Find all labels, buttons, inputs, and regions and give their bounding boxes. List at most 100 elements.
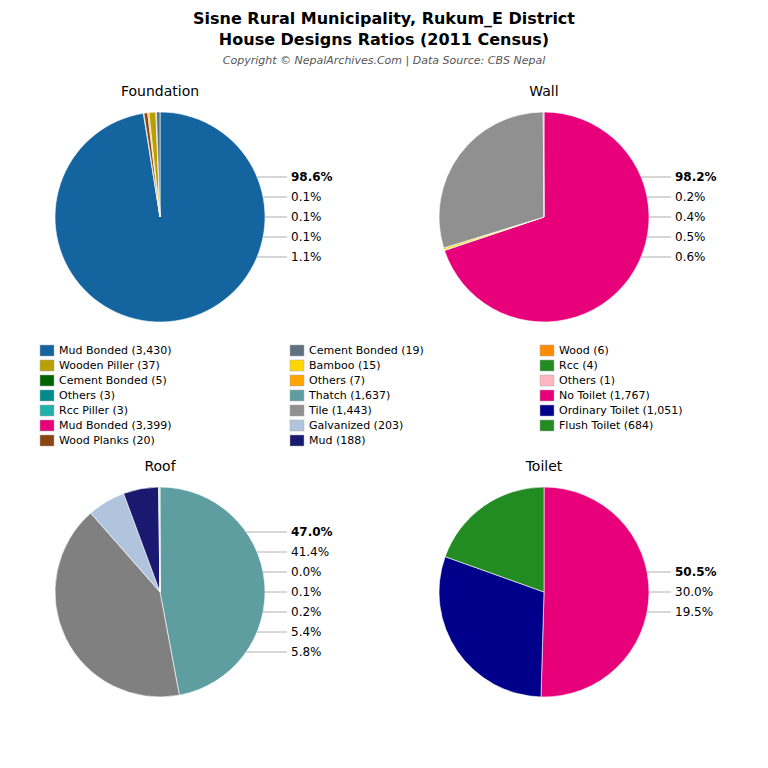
annotation: 0.1% (291, 585, 322, 599)
legend-swatch (40, 360, 54, 371)
legend-swatch (40, 405, 54, 416)
legend-swatch (40, 435, 54, 446)
legend-item: Cement Bonded (19) (290, 344, 424, 357)
legend-swatch (290, 375, 304, 386)
legend-item: Tile (1,443) (290, 404, 372, 417)
pie-slice (148, 113, 160, 217)
legend-swatch (540, 345, 554, 356)
annotation: 19.5% (675, 605, 713, 619)
legend-label: Wooden Piller (37) (59, 359, 160, 372)
legend-swatch (540, 375, 554, 386)
legend-label: Thatch (1,637) (308, 389, 390, 402)
legend-swatch (290, 390, 304, 401)
legend-swatch (40, 375, 54, 386)
leader-line (257, 552, 287, 553)
slices (439, 487, 649, 697)
legend-swatch (290, 435, 304, 446)
annotation: 0.6% (675, 250, 706, 264)
legend-label: Others (3) (59, 389, 115, 402)
legend-label: Cement Bonded (5) (59, 374, 167, 387)
legend-swatch (540, 360, 554, 371)
leader-line (257, 257, 287, 258)
pie-slice (543, 112, 545, 217)
title: Sisne Rural Municipality, Rukum_E Distri… (193, 9, 575, 28)
legend-swatch (540, 390, 554, 401)
leader-line (263, 572, 287, 573)
annotation: 1.1% (291, 250, 322, 264)
pie-slice (124, 487, 160, 592)
legend-label: Mud Bonded (3,399) (59, 419, 172, 432)
annotation: 0.1% (291, 210, 322, 224)
legend-swatch (540, 405, 554, 416)
annotation: Copyright © NepalArchives.Com | Data Sou… (223, 54, 545, 67)
leader-line (257, 177, 287, 178)
leader-line (647, 237, 671, 238)
legend: Mud Bonded (3,430) Wooden Piller (37) Ceme… (40, 344, 683, 447)
annotation: 0.0% (291, 565, 322, 579)
pie-slice (445, 487, 544, 592)
legend-item: Thatch (1,637) (290, 389, 390, 402)
annotation: 0.5% (675, 230, 706, 244)
legend-item: Wooden Piller (37) (40, 359, 160, 372)
legend-item: Wood Planks (20) (40, 434, 155, 447)
annotation: 98.2% (675, 170, 717, 184)
legend-item: Ordinary Toilet (1,051) (540, 404, 683, 417)
leader-line (263, 612, 287, 613)
pie-slice (156, 112, 160, 217)
legend-item: Flush Toilet (684) (540, 419, 653, 432)
legend-label: Tile (1,443) (308, 404, 372, 417)
pie-title: Toilet (525, 458, 563, 474)
legend-item: Bamboo (15) (290, 359, 381, 372)
slices (55, 112, 265, 322)
legend-swatch (290, 405, 304, 416)
annotation: 0.1% (291, 230, 322, 244)
legend-label: Rcc (4) (559, 359, 598, 372)
pie-slice (156, 112, 160, 217)
legend-item: Others (7) (290, 374, 365, 387)
legend-item: Mud (188) (290, 434, 366, 447)
leader-line (263, 237, 287, 238)
legend-item: Wood (6) (540, 344, 609, 357)
pie-panel: Toilet50.5%30.0%19.5% (439, 458, 717, 697)
pie-slice (149, 112, 160, 217)
annotation: 98.6% (291, 170, 333, 184)
leader-line (246, 652, 287, 653)
leader-line (265, 592, 287, 593)
legend-swatch (290, 345, 304, 356)
pie-panel: Wall 98.2% 0.2% 0.4% 0.5% 0.6% (439, 83, 717, 322)
pie-slice (159, 487, 161, 592)
annotation: 41.4% (291, 545, 329, 559)
legend-swatch (290, 420, 304, 431)
legend-label: Ordinary Toilet (1,051) (559, 404, 683, 417)
annotation: 5.8% (291, 645, 322, 659)
pie-title: Wall (529, 83, 558, 99)
leader-line (647, 572, 671, 573)
annotation: 47.0% (291, 525, 333, 539)
slices (439, 112, 649, 322)
annotation: 5.4% (291, 625, 322, 639)
legend-swatch (540, 420, 554, 431)
pie-panel: Roof47.0%41.4%0.0%0.1%0.2%5.4%5.8% (55, 458, 333, 697)
pie-title: Roof (144, 458, 176, 474)
pie-slice (144, 113, 160, 217)
legend-swatch (290, 360, 304, 371)
leader-line (641, 257, 671, 258)
leader-line (649, 592, 671, 593)
subtitle: House Designs Ratios (2011 Census) (219, 30, 549, 49)
annotation: 0.1% (291, 190, 322, 204)
annotation: 0.4% (675, 210, 706, 224)
leader-line (263, 197, 287, 198)
pie-slice (158, 487, 160, 592)
legend-label: Rcc Piller (3) (59, 404, 128, 417)
legend-item: Others (3) (40, 389, 115, 402)
leader-line (641, 177, 671, 178)
legend-label: Mud Bonded (3,430) (59, 344, 172, 357)
slices (55, 487, 265, 697)
pie-slice (160, 487, 265, 695)
annotation: 0.2% (675, 190, 706, 204)
legend-swatch (40, 390, 54, 401)
legend-swatch (40, 345, 54, 356)
leader-line (246, 532, 287, 533)
legend-label: Wood (6) (559, 344, 609, 357)
annotation: 30.0% (675, 585, 713, 599)
